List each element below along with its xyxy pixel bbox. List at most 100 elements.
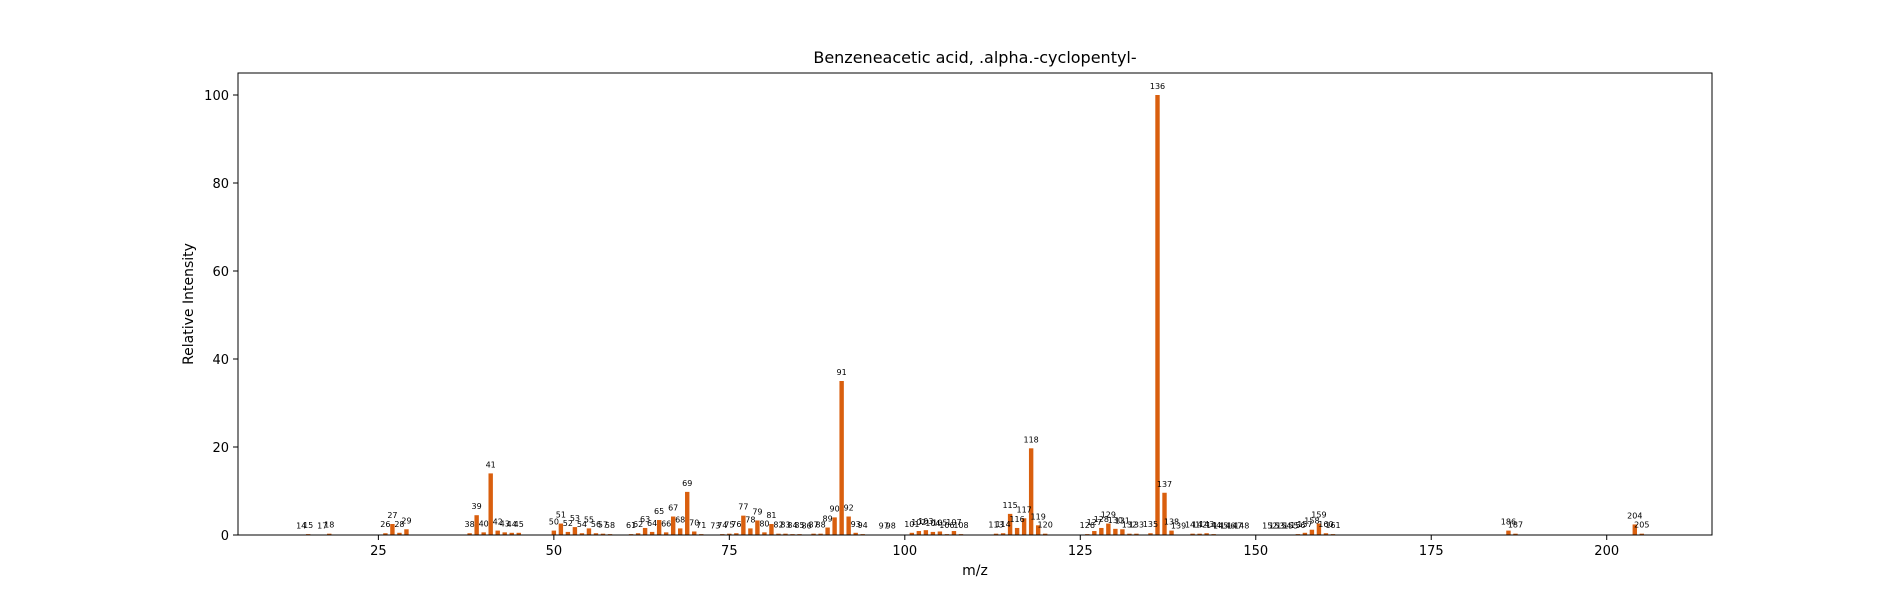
- peak-bar: [846, 516, 851, 535]
- peak-bar: [1155, 95, 1160, 535]
- peak-bar: [383, 533, 388, 535]
- peak-label: 50: [549, 518, 559, 527]
- peak-label: 38: [465, 520, 475, 529]
- peak-bar: [579, 533, 585, 535]
- peak-label: 88: [815, 521, 825, 530]
- peak-bar: [1120, 529, 1125, 535]
- peak-label: 28: [394, 520, 404, 529]
- peak-bar: [397, 532, 402, 535]
- peak-label: 154: [1276, 522, 1291, 531]
- peak-bar: [1506, 530, 1511, 535]
- peak-label: 71: [696, 521, 706, 530]
- peak-label: 57: [598, 521, 608, 530]
- peak-label: 104: [925, 519, 940, 528]
- peak-label: 66: [661, 519, 671, 528]
- peak-bar: [909, 532, 915, 535]
- peak-bar: [586, 528, 592, 535]
- peak-bar: [642, 527, 648, 535]
- peak-label: 73: [710, 522, 720, 531]
- peak-label: 157: [1297, 520, 1312, 529]
- peak-label: 136: [1150, 82, 1165, 91]
- peak-label: 141: [1185, 521, 1200, 530]
- peak-bar: [1007, 513, 1013, 535]
- peak-bar: [685, 491, 690, 535]
- peak-label: 74: [717, 521, 727, 530]
- peak-label: 147: [1227, 522, 1242, 531]
- peak-label: 205: [1634, 521, 1649, 530]
- peak-label: 204: [1627, 511, 1642, 520]
- peak-label: 80: [759, 519, 769, 528]
- peak-label: 45: [514, 520, 524, 529]
- peak-bar: [656, 520, 662, 535]
- peak-label: 82: [773, 521, 783, 530]
- peak-bar: [1169, 530, 1174, 535]
- peak-label: 54: [577, 520, 587, 529]
- peak-label: 76: [731, 520, 741, 529]
- peak-label: 93: [851, 520, 861, 529]
- peak-label: 81: [766, 511, 776, 520]
- peak-label: 153: [1269, 522, 1284, 531]
- peak-bar: [1106, 523, 1111, 535]
- peak-bar: [467, 533, 472, 535]
- peak-label: 159: [1311, 511, 1326, 520]
- peak-label: 42: [493, 518, 503, 527]
- peak-label: 55: [584, 515, 594, 524]
- peak-label: 53: [570, 514, 580, 523]
- peak-label: 158: [1304, 517, 1319, 526]
- peak-label: 14: [296, 522, 306, 531]
- peak-bar: [825, 527, 830, 535]
- peak-label: 132: [1122, 521, 1137, 530]
- peak-label: 103: [918, 517, 933, 526]
- peak-label: 186: [1501, 518, 1516, 527]
- peak-label: 156: [1290, 521, 1305, 530]
- peak-label: 87: [808, 521, 818, 530]
- x-tick-label: 125: [1068, 544, 1093, 559]
- peak-bar: [495, 530, 500, 535]
- peak-label: 65: [654, 507, 664, 516]
- peak-label: 91: [837, 368, 847, 377]
- peak-label: 83: [780, 521, 790, 530]
- peak-label: 89: [823, 515, 833, 524]
- peak-label: 161: [1325, 521, 1340, 530]
- peak-bar: [481, 532, 486, 535]
- x-tick-label: 75: [721, 544, 738, 559]
- x-tick-label: 150: [1243, 544, 1268, 559]
- x-axis-label: m/z: [962, 563, 988, 579]
- peak-label: 62: [633, 520, 643, 529]
- peak-bar: [1190, 533, 1195, 535]
- peak-bar: [593, 533, 599, 535]
- peak-bar: [1000, 533, 1006, 535]
- peak-bar: [635, 533, 641, 535]
- peak-bar: [390, 524, 395, 535]
- peak-bar: [474, 515, 479, 535]
- y-tick-label: 40: [212, 353, 229, 368]
- peak-label: 145: [1213, 522, 1228, 531]
- peak-label: 143: [1199, 520, 1214, 529]
- peak-bar: [1162, 492, 1167, 535]
- y-axis-label: Relative Intensity: [181, 243, 197, 365]
- peak-bar: [558, 523, 564, 535]
- peak-label: 126: [1080, 521, 1095, 530]
- peak-label: 144: [1206, 521, 1221, 530]
- peak-label: 101: [904, 520, 919, 529]
- peak-bar: [1092, 531, 1097, 535]
- peak-bar: [551, 530, 557, 535]
- chart-title: Benzeneacetic acid, .alpha.-cyclopentyl-: [813, 48, 1136, 67]
- peak-bar: [734, 533, 739, 535]
- y-tick-label: 100: [204, 89, 229, 104]
- peak-bar: [993, 533, 999, 535]
- peak-bar: [762, 532, 767, 535]
- peak-bar: [1204, 533, 1209, 535]
- peak-label: 98: [886, 522, 896, 531]
- peak-bar: [502, 532, 507, 535]
- peak-label: 138: [1164, 518, 1179, 527]
- peak-label: 148: [1234, 522, 1249, 531]
- peak-bar: [1099, 527, 1104, 535]
- peak-label: 113: [988, 521, 1003, 530]
- peak-bar: [923, 530, 929, 535]
- peak-label: 51: [556, 511, 566, 520]
- x-tick-label: 200: [1594, 544, 1619, 559]
- peak-bar: [1513, 533, 1518, 535]
- peak-label: 70: [689, 518, 699, 527]
